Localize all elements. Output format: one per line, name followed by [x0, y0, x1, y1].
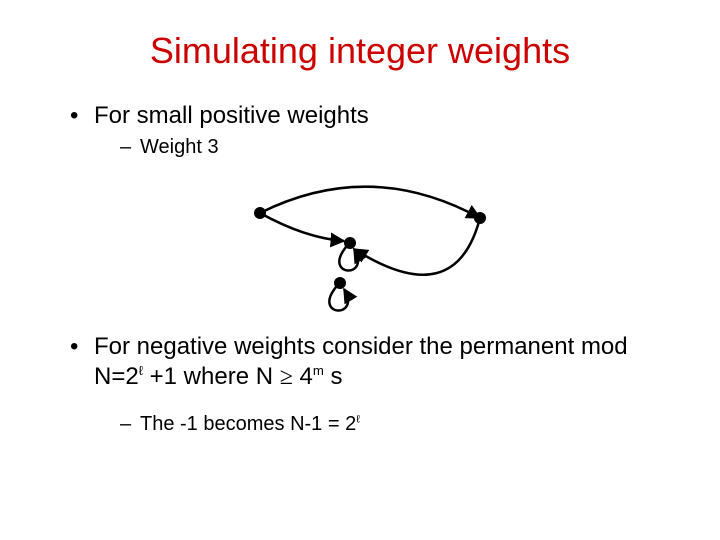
- math-four: 4: [293, 363, 313, 390]
- multigraph-diagram: [50, 153, 670, 313]
- bullet-small-positive: For small positive weights: [70, 102, 670, 130]
- slide: Simulating integer weights For small pos…: [0, 0, 720, 540]
- bullet-negative-weights: For negative weights consider the perman…: [70, 333, 670, 361]
- math-exp-m: m: [313, 363, 324, 378]
- math-exp-ell-2: ℓ: [356, 413, 360, 425]
- bullet-minus1-becomes: The -1 becomes N-1 = 2ℓ: [140, 413, 670, 436]
- math-geq: ≥: [280, 364, 293, 390]
- math-minus1-text: The -1 becomes N-1 = 2: [140, 413, 356, 435]
- diagram-svg: [50, 153, 720, 313]
- math-plus1-where: +1 where N: [143, 363, 280, 390]
- slide-title: Simulating integer weights: [50, 30, 670, 72]
- math-s: s: [324, 363, 343, 390]
- math-mod-line: N=2ℓ +1 where N ≥ 4m s: [94, 363, 670, 391]
- math-n-eq: N=2: [94, 363, 139, 390]
